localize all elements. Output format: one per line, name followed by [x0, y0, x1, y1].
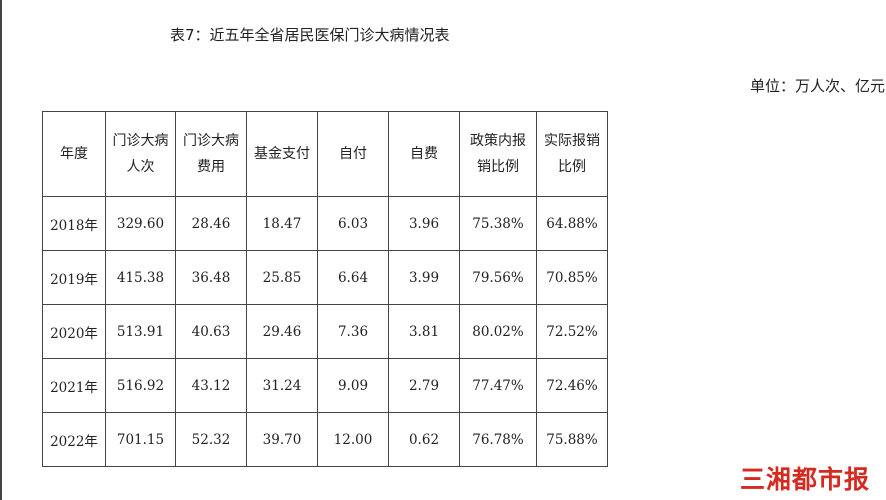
table-cell: 3.81: [388, 304, 460, 359]
column-header: 门诊大病 费用: [175, 111, 247, 197]
table-title: 表7：近五年全省居民医保门诊大病情况表: [170, 26, 450, 44]
table-cell: 72.46%: [536, 358, 608, 413]
page-edge: [0, 0, 2, 500]
table-row: 2020年 513.91 40.63 29.46 7.36 3.81 80.02% 72.52…: [42, 304, 608, 359]
header-line: 比例: [558, 159, 586, 175]
table-cell: 75.88%: [536, 412, 608, 467]
table-cell: 36.48: [175, 250, 247, 305]
header-line: 自付: [339, 146, 367, 162]
table-cell: 2022年: [42, 412, 106, 467]
table-cell: 39.70: [246, 412, 318, 467]
table-cell: 25.85: [246, 250, 318, 305]
table-cell: 77.47%: [459, 358, 537, 413]
table-cell: 3.96: [388, 196, 460, 251]
column-header: 政策内报 销比例: [459, 111, 537, 197]
table-cell: 79.56%: [459, 250, 537, 305]
table-row: 2021年 516.92 43.12 31.24 9.09 2.79 77.47% 72.46…: [42, 358, 608, 413]
header-line: 年度: [60, 146, 88, 162]
watermark-logo: 三湘都市报: [740, 465, 871, 494]
column-header: 自费: [388, 111, 460, 197]
header-line: 实际报销: [544, 133, 600, 149]
table-cell: 2020年: [42, 304, 106, 359]
header-line: 费用: [197, 159, 225, 175]
table-cell: 72.52%: [536, 304, 608, 359]
table-cell: 43.12: [175, 358, 247, 413]
unit-label: 单位：万人次、亿元: [750, 77, 886, 95]
table-cell: 28.46: [175, 196, 247, 251]
table-cell: 12.00: [317, 412, 389, 467]
table-cell: 75.38%: [459, 196, 537, 251]
table-cell: 70.85%: [536, 250, 608, 305]
table-cell: 52.32: [175, 412, 247, 467]
column-header: 实际报销 比例: [536, 111, 608, 197]
table-cell: 2018年: [42, 196, 106, 251]
table-cell: 6.64: [317, 250, 389, 305]
table-cell: 76.78%: [459, 412, 537, 467]
table-cell: 18.47: [246, 196, 318, 251]
table-row: 2022年 701.15 52.32 39.70 12.00 0.62 76.78% 75.8…: [42, 412, 608, 467]
header-line: 基金支付: [254, 146, 310, 162]
table-cell: 31.24: [246, 358, 318, 413]
table-cell: 80.02%: [459, 304, 537, 359]
table-cell: 64.88%: [536, 196, 608, 251]
header-line: 政策内报: [470, 133, 526, 149]
table-cell: 516.92: [105, 358, 176, 413]
table-cell: 6.03: [317, 196, 389, 251]
column-header: 自付: [317, 111, 389, 197]
table-cell: 29.46: [246, 304, 318, 359]
column-header: 基金支付: [246, 111, 318, 197]
table-cell: 3.99: [388, 250, 460, 305]
header-line: 自费: [410, 146, 438, 162]
header-line: 人次: [126, 159, 155, 175]
table-cell: 513.91: [105, 304, 176, 359]
table-cell: 329.60: [105, 196, 176, 251]
table-row: 2018年 329.60 28.46 18.47 6.03 3.96 75.38% 64.88…: [42, 196, 608, 251]
table-cell: 9.09: [317, 358, 389, 413]
header-line: 销比例: [477, 159, 519, 175]
table-cell: 7.36: [317, 304, 389, 359]
table-cell: 2021年: [42, 358, 106, 413]
header-line: 门诊大病: [183, 133, 239, 149]
table-cell: 40.63: [175, 304, 247, 359]
table-cell: 0.62: [388, 412, 460, 467]
table-cell: 2019年: [42, 250, 106, 305]
header-line: 门诊大病: [112, 133, 169, 149]
table-cell: 701.15: [105, 412, 176, 467]
table-row: 2019年 415.38 36.48 25.85 6.64 3.99 79.56% 70.85…: [42, 250, 608, 305]
table-cell: 415.38: [105, 250, 176, 305]
column-header: 年度: [42, 111, 106, 197]
table-cell: 2.79: [388, 358, 460, 413]
column-header: 门诊大病 人次: [105, 111, 176, 197]
data-table: 年度 门诊大病 人次 门诊大病 费用 基金支付 自付 自费 政策内报 销比例 实际报销 比例 2018…: [42, 111, 608, 467]
